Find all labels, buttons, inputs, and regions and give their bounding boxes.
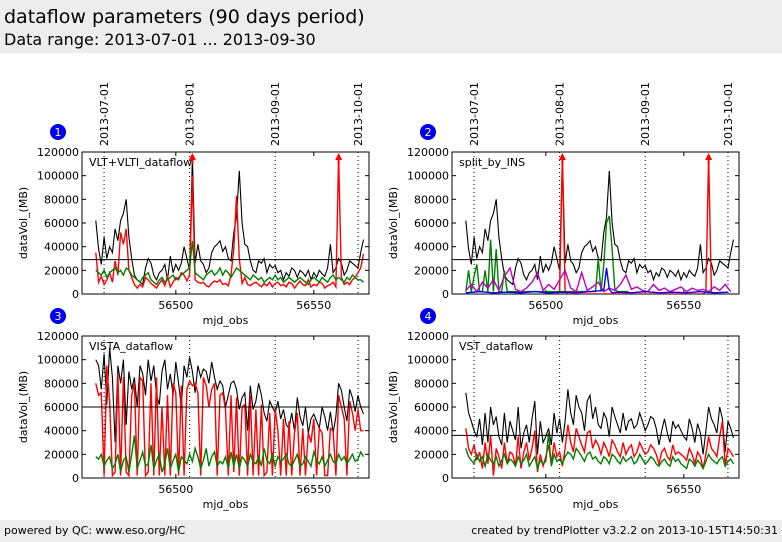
y-tick-label: 120000 — [407, 146, 449, 159]
y-tick-label: 100000 — [407, 170, 449, 183]
y-tick-label: 120000 — [37, 146, 79, 159]
x-tick-label: 56500 — [158, 483, 193, 496]
y-tick-label: 80000 — [414, 377, 449, 390]
y-tick-label: 0 — [442, 472, 449, 485]
y-tick-label: 0 — [72, 472, 79, 485]
date-marker-label: 2013-07-01 — [468, 82, 481, 146]
page-title: dataflow parameters (90 days period) — [4, 6, 365, 28]
panel-label: split_by_INS — [459, 156, 525, 169]
footer-created-by: created by trendPlotter v3.2.2 on 2013-1… — [471, 524, 778, 537]
y-tick-label: 20000 — [44, 264, 79, 277]
page-header: dataflow parameters (90 days period) Dat… — [0, 0, 782, 53]
y-tick-label: 0 — [72, 288, 79, 301]
y-axis-label: dataVol_(MB) — [17, 371, 30, 443]
series-line — [95, 240, 364, 286]
panel-badge-number: 3 — [55, 310, 62, 323]
y-tick-label: 60000 — [44, 217, 79, 230]
panel-badge — [420, 308, 436, 324]
overflow-arrow-head — [558, 153, 566, 160]
date-marker-label: 2013-09-01 — [269, 82, 282, 146]
y-tick-label: 40000 — [414, 241, 449, 254]
data-range: Data range: 2013-07-01 ... 2013-09-30 — [4, 30, 316, 49]
plot-frame — [451, 151, 740, 295]
date-marker-label: 2013-07-01 — [98, 82, 111, 146]
panel-badge-number: 4 — [425, 310, 432, 323]
y-tick-label: 80000 — [44, 377, 79, 390]
date-marker-label: 2013-08-01 — [554, 82, 567, 146]
y-tick-label: 100000 — [37, 170, 79, 183]
series-line — [465, 267, 729, 294]
y-tick-label: 40000 — [44, 241, 79, 254]
panel-badge — [50, 308, 66, 324]
series-line — [465, 266, 732, 293]
x-axis-label: mjd_obs — [573, 498, 619, 511]
y-axis-label: dataVol_(MB) — [387, 187, 400, 259]
date-marker-label: 2013-10-01 — [722, 82, 735, 146]
x-tick-label: 56500 — [528, 299, 563, 312]
panel-badge-number: 1 — [55, 126, 62, 139]
panel-badge-number: 2 — [425, 126, 432, 139]
x-tick-label: 56550 — [666, 483, 701, 496]
x-axis-label: mjd_obs — [203, 498, 249, 511]
panel-badge — [420, 124, 436, 140]
x-tick-label: 56500 — [158, 299, 193, 312]
date-marker-label: 2013-08-01 — [184, 82, 197, 146]
overflow-arrow-head — [188, 153, 196, 160]
y-tick-label: 40000 — [414, 425, 449, 438]
x-axis-label: mjd_obs — [203, 314, 249, 327]
series-line — [465, 389, 735, 455]
series-line — [465, 432, 735, 472]
x-tick-label: 56550 — [296, 299, 331, 312]
panel-label: VISTA_dataflow — [89, 340, 173, 353]
panel-label: VLT+VLTI_dataflow — [89, 156, 192, 169]
x-tick-label: 56500 — [528, 483, 563, 496]
y-tick-label: 20000 — [414, 448, 449, 461]
y-tick-label: 100000 — [37, 354, 79, 367]
footer-credit: powered by QC: www.eso.org/HC — [4, 524, 186, 537]
y-tick-label: 40000 — [44, 425, 79, 438]
x-tick-label: 56550 — [296, 483, 331, 496]
overflow-arrow-head — [335, 153, 343, 160]
series-line — [95, 365, 364, 478]
overflow-arrow-head — [705, 153, 713, 160]
panel-badge — [50, 124, 66, 140]
y-tick-label: 60000 — [414, 401, 449, 414]
y-tick-label: 20000 — [44, 448, 79, 461]
panel-label: VST_dataflow — [459, 340, 533, 353]
series-line — [556, 156, 715, 294]
y-tick-label: 0 — [442, 288, 449, 301]
series-group — [465, 389, 735, 476]
y-tick-label: 80000 — [414, 193, 449, 206]
y-tick-label: 120000 — [37, 330, 79, 343]
x-axis-label: mjd_obs — [573, 314, 619, 327]
x-tick-label: 56550 — [666, 299, 701, 312]
date-marker-label: 2013-09-01 — [639, 82, 652, 146]
y-tick-label: 20000 — [414, 264, 449, 277]
plot-panel-vista: 0 20000 40000 60000 80000 100000 120000 56500 56… — [17, 308, 370, 511]
plot-panel-split-by-ins: 0 20000 40000 60000 80000 100000 120000 56500 56… — [387, 82, 740, 327]
series-group — [95, 347, 365, 478]
y-tick-label: 60000 — [414, 217, 449, 230]
y-tick-label: 80000 — [44, 193, 79, 206]
y-tick-label: 120000 — [407, 330, 449, 343]
y-tick-label: 60000 — [44, 401, 79, 414]
y-tick-label: 100000 — [407, 354, 449, 367]
y-axis-label: dataVol_(MB) — [17, 187, 30, 259]
series-line — [95, 156, 365, 290]
page-footer: powered by QC: www.eso.org/HC created by… — [0, 520, 782, 542]
plot-panel-vst: 0 20000 40000 60000 80000 100000 120000 56500 56… — [387, 308, 740, 511]
y-axis-label: dataVol_(MB) — [387, 371, 400, 443]
date-marker-label: 2013-10-01 — [352, 82, 365, 146]
series-line — [465, 421, 735, 476]
series-line — [95, 435, 365, 473]
plot-panel-vlt-vlti: 0 20000 40000 60000 80000 100000 120000 56500 56… — [17, 82, 370, 327]
